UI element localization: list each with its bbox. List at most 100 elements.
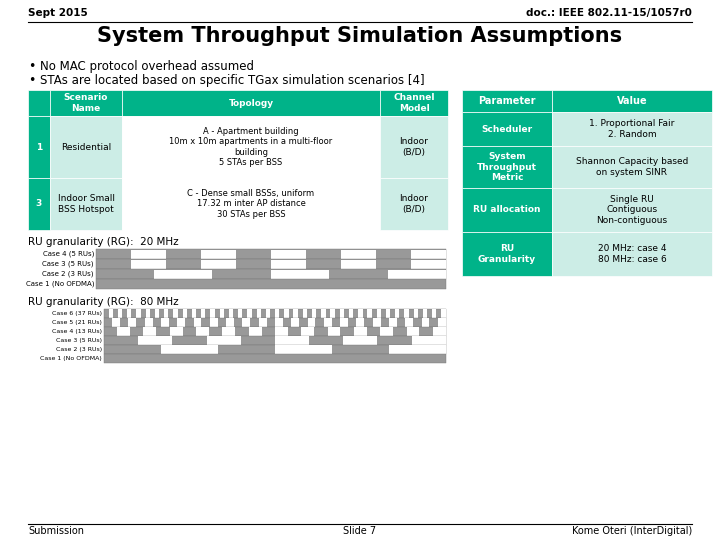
Bar [109, 309, 113, 318]
Bar [145, 309, 150, 318]
Text: Case 4 (13 RUs): Case 4 (13 RUs) [52, 329, 102, 334]
Bar [275, 336, 309, 345]
Text: 1: 1 [36, 143, 42, 152]
Bar [405, 309, 409, 318]
Bar [271, 269, 329, 279]
Bar [307, 318, 315, 327]
Bar [222, 327, 235, 336]
Bar [389, 345, 446, 354]
Bar [128, 318, 136, 327]
Bar [226, 318, 234, 327]
Bar [275, 327, 288, 336]
Bar [210, 309, 215, 318]
Bar [194, 318, 202, 327]
Bar [340, 309, 344, 318]
Text: A - Apartment building
10m x 10m apartments in a multi-floor
building
5 STAs per: A - Apartment building 10m x 10m apartme… [169, 127, 333, 167]
Bar [207, 336, 240, 345]
Bar [275, 345, 332, 354]
Bar [328, 327, 341, 336]
Bar [414, 309, 418, 318]
Text: C - Dense small BSSs, uniform
17.32 m inter AP distance
30 STAs per BSS: C - Dense small BSSs, uniform 17.32 m in… [187, 189, 315, 219]
Bar [373, 318, 381, 327]
Bar [104, 354, 446, 363]
Bar [433, 327, 446, 336]
Bar [395, 309, 400, 318]
Bar [131, 249, 166, 259]
Bar [386, 309, 390, 318]
Bar [432, 309, 436, 318]
Bar [201, 249, 235, 259]
Bar [104, 336, 446, 345]
Bar [154, 269, 212, 279]
Bar [229, 309, 233, 318]
Text: Case 2 (3 RUs): Case 2 (3 RUs) [42, 271, 94, 277]
Text: 20 MHz: case 4
80 MHz: case 6: 20 MHz: case 4 80 MHz: case 6 [598, 244, 667, 264]
Bar [161, 318, 169, 327]
Text: System Throughput Simulation Assumptions: System Throughput Simulation Assumptions [97, 26, 623, 46]
Text: Case 1 (No OFDMA): Case 1 (No OFDMA) [25, 281, 94, 287]
Bar [258, 318, 266, 327]
Bar [266, 309, 270, 318]
Bar [343, 336, 377, 345]
Bar [341, 260, 376, 268]
Bar [422, 318, 429, 327]
Bar [118, 309, 122, 318]
Bar [552, 146, 712, 188]
Text: Topology: Topology [228, 98, 274, 107]
Bar [161, 345, 217, 354]
Text: 1. Proportional Fair
2. Random: 1. Proportional Fair 2. Random [589, 119, 675, 139]
Bar [28, 90, 50, 116]
Bar [104, 309, 446, 318]
Bar [104, 345, 446, 354]
Text: RU
Granularity: RU Granularity [478, 244, 536, 264]
Bar [294, 309, 298, 318]
Bar [50, 178, 122, 230]
Bar [354, 327, 366, 336]
Bar [96, 279, 446, 289]
Bar [210, 318, 217, 327]
Text: Indoor
(B/D): Indoor (B/D) [400, 137, 428, 157]
Text: Single RU
Contiguous
Non-contiguous: Single RU Contiguous Non-contiguous [596, 195, 667, 225]
Bar [284, 309, 289, 318]
Bar [349, 309, 354, 318]
Bar [411, 249, 446, 259]
Bar [122, 116, 380, 178]
Bar [340, 318, 348, 327]
Bar [358, 309, 362, 318]
Bar [145, 318, 153, 327]
Bar [96, 259, 446, 269]
Text: Sept 2015: Sept 2015 [28, 8, 88, 18]
Text: RU granularity (RG):  20 MHz: RU granularity (RG): 20 MHz [28, 237, 179, 247]
Text: Case 3 (5 RUs): Case 3 (5 RUs) [56, 338, 102, 343]
Bar [367, 309, 372, 318]
Bar [143, 327, 156, 336]
Text: Residential: Residential [61, 143, 111, 152]
Bar [50, 116, 122, 178]
Bar [423, 309, 427, 318]
Text: Case 1 (No OFDMA): Case 1 (No OFDMA) [40, 356, 102, 361]
Bar [380, 90, 448, 116]
Text: Scheduler: Scheduler [482, 125, 533, 133]
Bar [243, 318, 251, 327]
Text: Indoor Small
BSS Hotspot: Indoor Small BSS Hotspot [58, 194, 114, 214]
Text: Shannon Capacity based
on system SINR: Shannon Capacity based on system SINR [576, 157, 688, 177]
Bar [164, 309, 168, 318]
Bar [292, 318, 299, 327]
Bar [380, 116, 448, 178]
Bar [238, 309, 243, 318]
Bar [462, 146, 552, 188]
Bar [28, 116, 50, 178]
Bar [380, 327, 393, 336]
Text: Slide 7: Slide 7 [343, 526, 377, 536]
Bar [341, 249, 376, 259]
Text: Indoor
(B/D): Indoor (B/D) [400, 194, 428, 214]
Bar [177, 318, 185, 327]
Bar [220, 309, 224, 318]
Text: •: • [28, 74, 35, 87]
Bar [248, 327, 261, 336]
Bar [104, 327, 446, 336]
Bar [387, 269, 446, 279]
Bar [380, 178, 448, 230]
Text: Channel
Model: Channel Model [393, 93, 435, 113]
Text: Parameter: Parameter [478, 96, 536, 106]
